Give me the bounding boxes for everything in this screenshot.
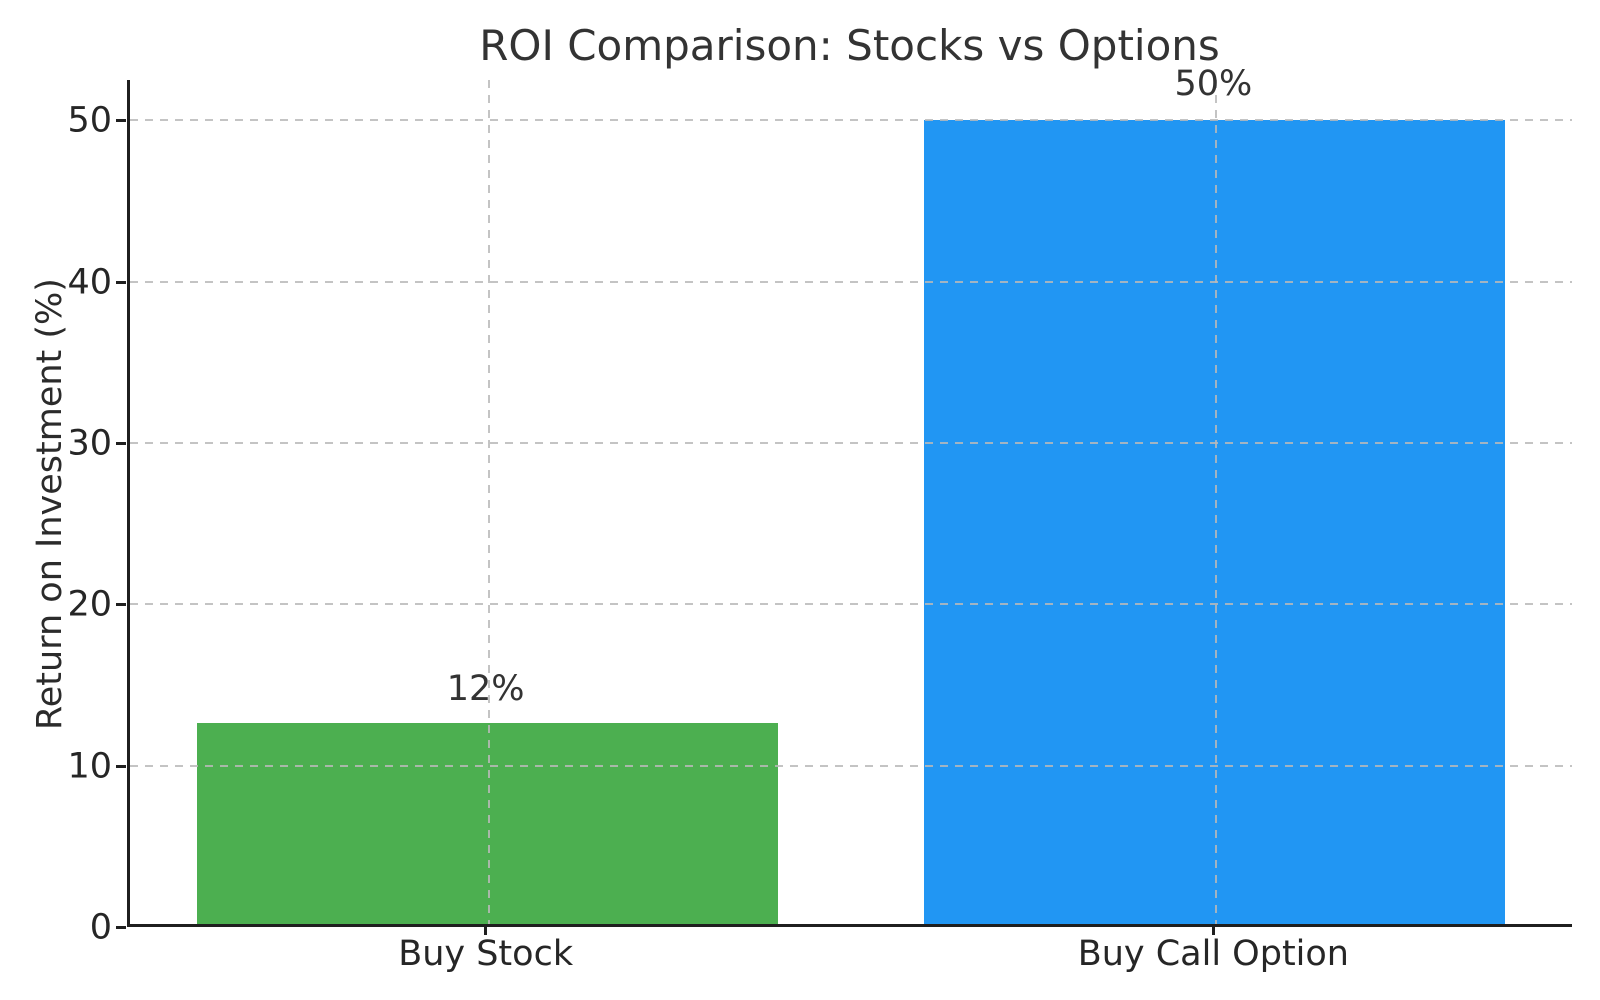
y-tick-mark-10: [116, 764, 126, 768]
v-gridline-2: [1215, 80, 1218, 924]
x-tick-mark-2: [1211, 926, 1215, 935]
y-tick-label-30: 30: [67, 423, 112, 464]
y-tick-label-10: 10: [67, 746, 112, 787]
h-gridline-20: [130, 603, 1572, 606]
bar-buy-call-option: [923, 120, 1505, 924]
y-tick-mark-20: [116, 603, 126, 607]
y-tick-label-40: 40: [67, 262, 112, 303]
h-gridline-10: [130, 764, 1572, 767]
h-gridline-50: [130, 119, 1572, 122]
h-gridline-30: [130, 442, 1572, 444]
y-tick-mark-40: [116, 280, 126, 284]
chart-title: ROI Comparison: Stocks vs Options: [479, 21, 1220, 70]
x-tick-mark-1: [484, 926, 488, 935]
x-tick-label-buy-stock: Buy Stock: [398, 934, 574, 974]
plot-area: [127, 80, 1572, 927]
bar-value-label-50pct: 50%: [1174, 64, 1253, 105]
x-tick-label-buy-call-option: Buy Call Option: [1077, 934, 1349, 974]
y-axis-label: Return on Investment (%): [30, 278, 70, 730]
y-tick-mark-50: [116, 119, 126, 123]
y-tick-mark-30: [116, 442, 126, 445]
y-tick-label-20: 20: [67, 584, 112, 625]
bar-value-label-12pct: 12%: [446, 669, 525, 710]
v-gridline-1: [487, 80, 490, 924]
y-tick-mark-0: [116, 926, 126, 929]
y-tick-label-50: 50: [67, 100, 112, 141]
h-gridline-40: [130, 280, 1572, 283]
y-tick-label-0: 0: [89, 907, 112, 948]
